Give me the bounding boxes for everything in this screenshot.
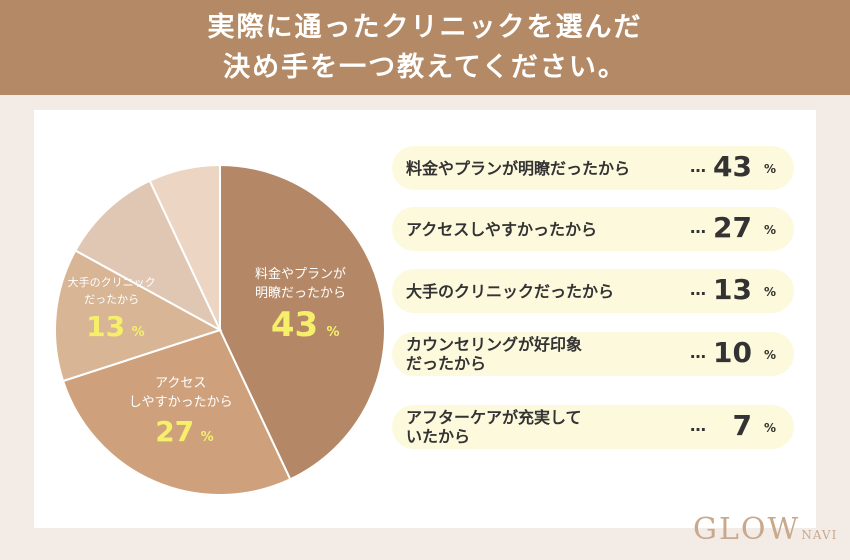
answer-value: 27: [713, 211, 752, 244]
answer-unit: %: [763, 421, 776, 435]
answer-label: 大手のクリニックだったから: [406, 281, 615, 301]
pie-value-1: 43: [271, 305, 318, 345]
answer-dots: …: [690, 416, 706, 435]
pie-chart: 料金やプランが明瞭だったから 43 % アクセスしやすかったから 27 % 大手のクリニック…: [54, 163, 386, 496]
answer-row-1: 料金やプランが明瞭だったから … 43 %: [392, 146, 794, 190]
pie-label-1-line-1: 料金やプランが: [255, 266, 346, 282]
answer-unit: %: [763, 162, 776, 176]
answer-label: アクセスしやすかったから: [406, 219, 598, 239]
pie-slice-4: [74, 179, 223, 333]
pie-unit-2: %: [201, 430, 214, 445]
answer-value: 7: [732, 409, 752, 442]
answer-value: 43: [713, 150, 752, 183]
answer-dots: …: [690, 157, 706, 176]
pie-unit-3: %: [132, 325, 145, 340]
pie-slice-2: [61, 328, 292, 496]
answer-unit: %: [763, 285, 776, 299]
logo-main-text: GLOW: [693, 512, 801, 547]
answer-value: 13: [713, 273, 752, 306]
pie-label-3-line-2: だったから: [84, 293, 139, 306]
answer-unit: %: [763, 223, 776, 237]
pie-slice-1: [219, 163, 386, 481]
pie-slice-5: [148, 163, 221, 331]
glow-navi-logo: GLOWNAVI: [693, 512, 837, 547]
pie-slice-3: [54, 249, 223, 383]
header-banner: 実際に通ったクリニックを選んだ 決め手を一つ教えてください。: [0, 0, 850, 95]
title-line-1: 実際に通ったクリニックを選んだ: [207, 12, 643, 43]
pie-label-2-line-1: アクセス: [155, 376, 206, 391]
answer-dots: …: [690, 218, 706, 237]
answer-label: アフターケアが充実して いたから: [406, 408, 582, 446]
answer-label: カウンセリングが好印象 だったから: [406, 335, 583, 373]
title-line-2: 決め手を一つ教えてください。: [223, 52, 627, 83]
answer-row-5: アフターケアが充実して いたから … 7 %: [392, 405, 794, 449]
answer-unit: %: [763, 348, 776, 362]
pie-value-3: 13: [86, 310, 125, 343]
answer-dots: …: [690, 280, 706, 299]
pie-label-2-line-2: しやすかったから: [129, 395, 233, 410]
answer-row-2: アクセスしやすかったから … 27 %: [392, 207, 794, 251]
answer-label: 料金やプランが明瞭だったから: [406, 158, 631, 178]
pie-unit-1: %: [327, 325, 340, 340]
logo-sub-text: NAVI: [801, 528, 838, 542]
pie-value-2: 27: [155, 415, 194, 448]
answer-dots: …: [690, 343, 706, 362]
pie-label-1-line-2: 明瞭だったから: [255, 286, 346, 301]
answer-value: 10: [713, 336, 752, 369]
answer-row-4: カウンセリングが好印象 だったから … 10 %: [392, 332, 794, 376]
answer-row-3: 大手のクリニックだったから … 13 %: [392, 269, 794, 313]
pie-label-3-line-1: 大手のクリニック: [68, 275, 156, 289]
